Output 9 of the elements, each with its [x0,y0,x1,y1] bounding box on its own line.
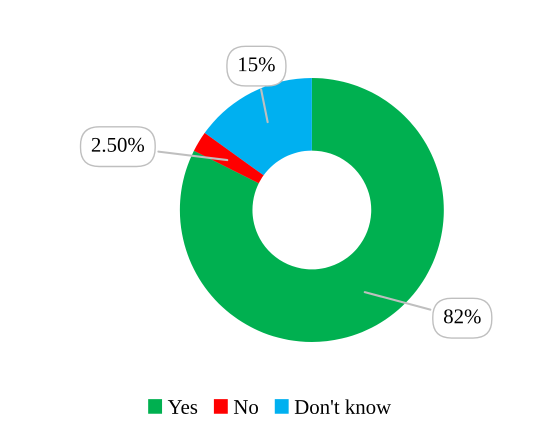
data-label: 2.50% [92,138,144,152]
donut-slice [194,132,264,184]
data-label: 82% [444,309,481,324]
legend-label: Yes [168,400,198,414]
donut-slice [204,78,312,176]
legend-label: No [234,400,258,414]
data-label: 15% [239,57,275,72]
legend-label: Don't know [294,399,392,414]
donut-slice [180,78,444,342]
